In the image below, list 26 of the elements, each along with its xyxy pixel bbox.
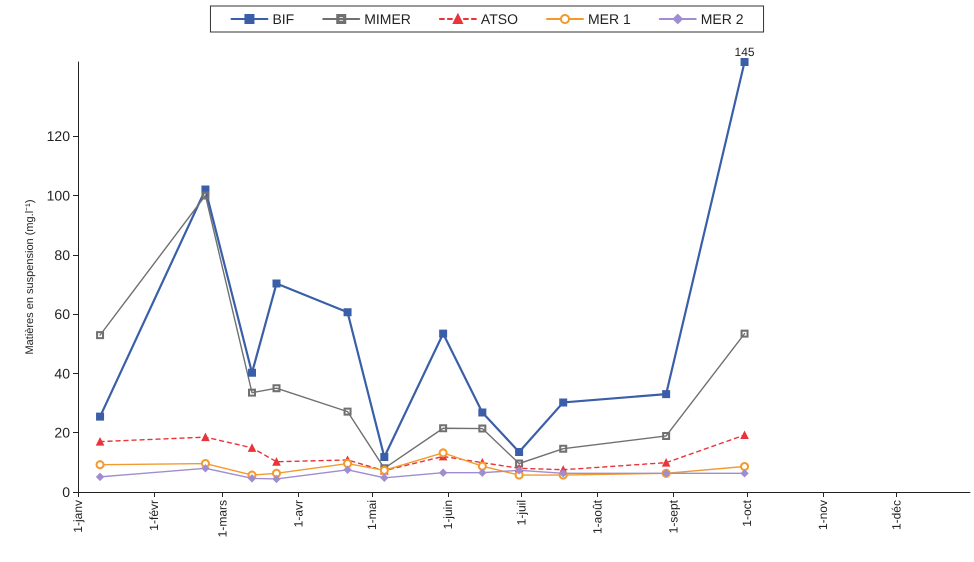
y-tick-label: 80 (54, 246, 70, 263)
x-tick-label: 1-janv (71, 500, 85, 533)
data-label: 145 (734, 45, 755, 59)
x-tick-label: 1-août (590, 499, 605, 534)
x-tick-label: 1-déc (889, 500, 904, 530)
legend-label: MER 1 (588, 11, 631, 27)
x-tick-label: 1-juin (441, 500, 456, 530)
legend-label: MIMER (364, 11, 411, 27)
legend-label: ATSO (480, 11, 518, 27)
y-tick-label: 20 (54, 424, 70, 441)
x-tick-label: 1-nov (816, 500, 830, 530)
y-tick-label: 0 (62, 484, 70, 500)
y-axis-title: Matières en suspension (mg.l⁻¹) (24, 199, 36, 355)
x-tick-label: 1-juil (514, 500, 529, 526)
legend-label: MER 2 (700, 11, 744, 27)
y-tick-label: 40 (54, 365, 70, 382)
x-tick-label: 1-oct (740, 499, 754, 527)
x-tick-label: 1-févr (146, 500, 161, 531)
x-tick-label: 1-mars (216, 500, 230, 538)
x-tick-label: 1-sept (666, 499, 680, 534)
x-tick-label: 1-avr (292, 500, 306, 528)
x-tick-label: 1-mai (365, 500, 380, 530)
y-tick-label: 100 (46, 187, 70, 204)
legend-label: BIF (272, 11, 294, 27)
y-tick-label: 120 (46, 128, 70, 144)
y-tick-label: 60 (54, 306, 70, 322)
